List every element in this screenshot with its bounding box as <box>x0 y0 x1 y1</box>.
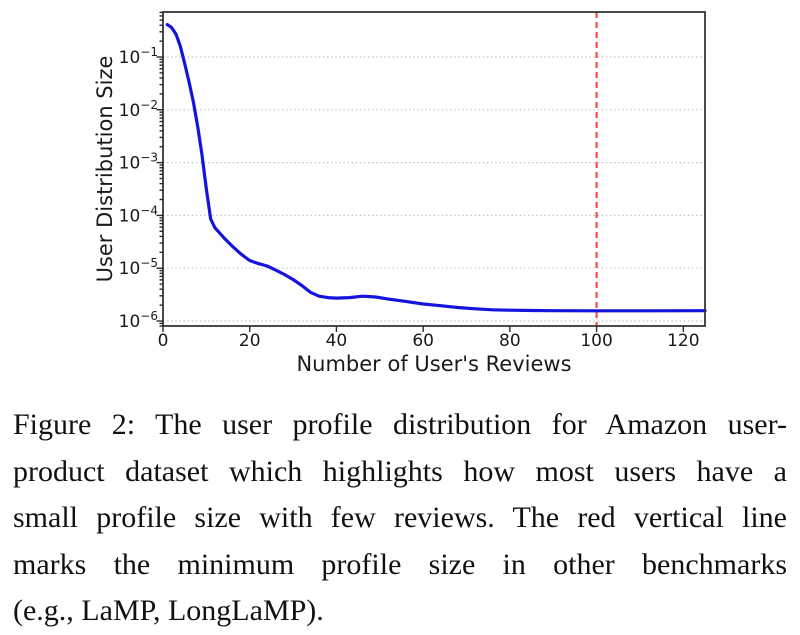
svg-text:60: 60 <box>412 331 434 351</box>
svg-text:100: 100 <box>580 331 612 351</box>
caption-line-2: product dataset which highlights how mos… <box>13 454 787 488</box>
svg-text:10−6: 10−6 <box>119 309 158 332</box>
caption-line-1: Figure 2: The user profile distribution … <box>13 408 787 441</box>
distribution-chart: 10−1 10−2 10−3 10−4 10−5 10−6 0 20 40 60 80 100 120… <box>93 11 707 376</box>
svg-text:10−3: 10−3 <box>119 151 158 174</box>
distribution-curve <box>165 23 707 313</box>
svg-text:10−4: 10−4 <box>119 203 158 226</box>
x-axis: 0 20 40 60 80 100 120 <box>158 326 700 351</box>
chart-grid <box>163 56 705 322</box>
y-axis: 10−1 10−2 10−3 10−4 10−5 10−6 <box>119 11 163 332</box>
svg-text:0: 0 <box>158 331 169 351</box>
y-axis-label: User Distribution Size <box>93 56 117 283</box>
svg-text:20: 20 <box>239 331 261 351</box>
x-axis-label: Number of User's Reviews <box>296 352 571 376</box>
svg-text:10−2: 10−2 <box>119 98 158 121</box>
chart-spines <box>162 11 706 327</box>
svg-text:10−5: 10−5 <box>119 256 158 279</box>
series-layer <box>165 23 707 313</box>
caption-line-3: small profile size with few reviews. The… <box>13 501 787 534</box>
svg-text:80: 80 <box>499 331 521 351</box>
svg-text:120: 120 <box>667 331 699 351</box>
svg-text:40: 40 <box>326 331 348 351</box>
figure-caption: Figure 2: The user profile distribution … <box>0 394 800 635</box>
svg-text:10−1: 10−1 <box>119 45 158 68</box>
caption-line-4: marks the minimum profile size in other … <box>13 547 787 581</box>
caption-line-5: (e.g., LaMP, LongLaMP). <box>13 594 324 627</box>
axis-labels: Number of User's Reviews User Distributio… <box>93 56 572 376</box>
